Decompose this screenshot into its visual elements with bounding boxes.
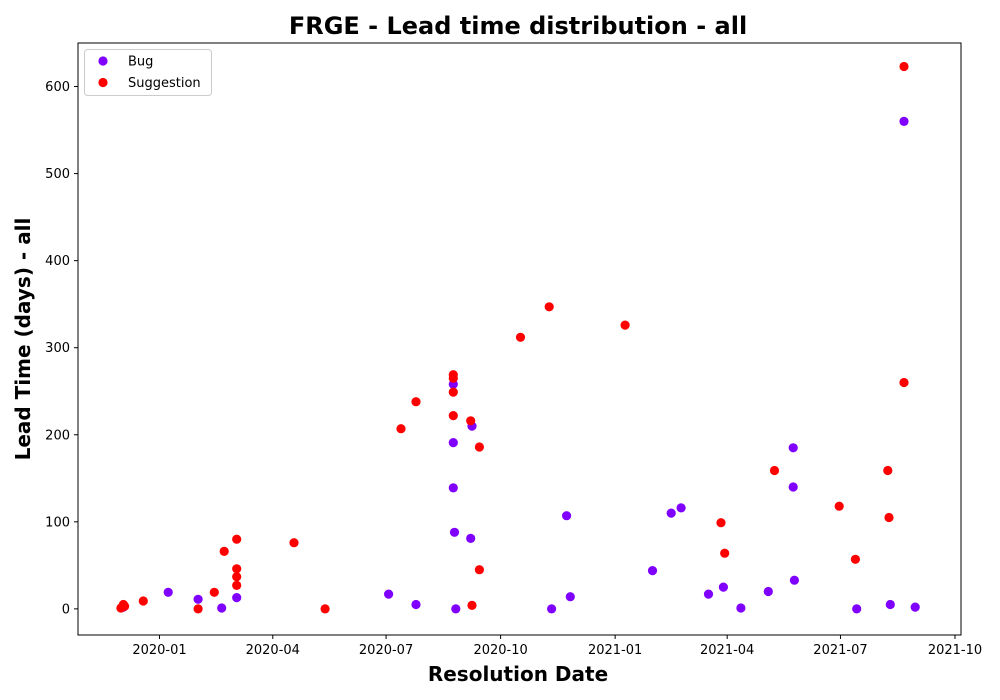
data-point-suggestion (883, 465, 893, 476)
x-tick-label: 2021-04 (700, 643, 754, 658)
data-point-suggestion (396, 424, 406, 434)
y-tick-label: 300 (45, 341, 70, 356)
x-tick-label: 2021-01 (588, 643, 642, 658)
data-point-bug (852, 604, 862, 614)
data-point-suggestion (289, 538, 299, 548)
data-point-suggestion (620, 320, 630, 330)
y-tick-label: 500 (45, 167, 70, 182)
y-axis-label: Lead Time (days) - all (11, 218, 35, 461)
legend-marker-suggestion (98, 77, 108, 88)
y-tick-label: 100 (45, 515, 70, 530)
data-point-suggestion (716, 518, 726, 528)
data-point-suggestion (474, 442, 484, 452)
data-point-suggestion (232, 580, 242, 591)
y-tick-label: 600 (45, 80, 70, 95)
data-point-bug (466, 533, 476, 544)
data-point-suggestion (232, 572, 242, 582)
y-tick-label: 400 (45, 254, 70, 269)
x-axis-label: Resolution Date (428, 662, 608, 686)
data-point-bug (449, 527, 460, 537)
data-point-bug (565, 592, 575, 602)
data-point-bug (411, 599, 421, 610)
data-point-suggestion (320, 604, 330, 614)
x-tick-label: 2021-07 (813, 643, 867, 658)
legend-marker-bug (98, 56, 108, 66)
data-point-suggestion (448, 411, 458, 421)
series-suggestion (116, 61, 909, 614)
data-point-bug (448, 483, 458, 493)
data-point-suggestion (884, 512, 894, 523)
legend-label-suggestion: Suggestion (128, 76, 201, 91)
data-point-bug (448, 438, 458, 448)
data-point-bug (789, 575, 800, 585)
data-point-bug (384, 589, 394, 599)
data-point-suggestion (193, 604, 203, 614)
data-point-bug (676, 503, 686, 513)
data-point-suggestion (232, 564, 242, 574)
data-point-suggestion (448, 373, 458, 383)
data-point-bug (547, 604, 557, 614)
data-point-suggestion (209, 587, 219, 597)
data-point-bug (736, 603, 746, 613)
data-point-bug (163, 587, 173, 597)
chart-title: FRGE - Lead time distribution - all (289, 12, 747, 40)
data-point-suggestion (899, 377, 909, 388)
data-point-suggestion (120, 601, 130, 611)
data-point-suggestion (467, 600, 477, 611)
data-point-suggestion (834, 501, 844, 511)
data-point-bug (885, 599, 895, 610)
x-axis-ticks: 2020-01 2020-04 2020-07 2020-10 2021-01 2021-… (132, 635, 982, 658)
x-tick-label: 2020-04 (246, 643, 300, 658)
data-point-bug (788, 482, 798, 492)
data-point-bug (703, 589, 714, 599)
x-tick-label: 2021-10 (928, 643, 982, 658)
x-tick-label: 2020-01 (132, 643, 186, 658)
data-point-suggestion (899, 61, 909, 72)
data-point-bug (562, 511, 572, 521)
data-point-suggestion (474, 565, 484, 575)
y-tick-label: 200 (45, 428, 70, 443)
data-point-suggestion (769, 465, 780, 476)
legend: Bug Suggestion (84, 49, 212, 96)
data-point-bug (666, 508, 676, 518)
y-tick-label: 0 (62, 602, 70, 617)
data-point-bug (718, 582, 729, 592)
data-point-suggestion (448, 387, 458, 397)
data-point-bug (451, 604, 461, 614)
y-axis-ticks: 0 100 200 300 400 500 600 (45, 80, 78, 617)
data-point-suggestion (411, 397, 421, 407)
data-point-suggestion (850, 554, 861, 564)
legend-label-bug: Bug (128, 55, 153, 70)
data-point-bug (910, 602, 920, 612)
data-point-suggestion (138, 596, 148, 606)
data-point-suggestion (544, 302, 554, 312)
data-point-bug (788, 443, 798, 453)
data-points (116, 61, 920, 614)
data-point-suggestion (720, 548, 730, 558)
data-point-bug (232, 593, 242, 603)
data-point-suggestion (219, 546, 229, 557)
data-point-bug (763, 586, 773, 597)
data-point-bug (899, 116, 909, 126)
data-point-bug (217, 603, 227, 613)
x-tick-label: 2020-07 (359, 643, 413, 658)
data-point-suggestion (232, 534, 242, 544)
data-point-bug (647, 566, 658, 576)
data-point-suggestion (515, 332, 526, 342)
data-point-bug (193, 594, 203, 604)
data-point-suggestion (466, 416, 476, 426)
legend-box (84, 49, 212, 96)
plot-area-frame (77, 42, 962, 636)
x-tick-label: 2020-10 (473, 643, 527, 658)
